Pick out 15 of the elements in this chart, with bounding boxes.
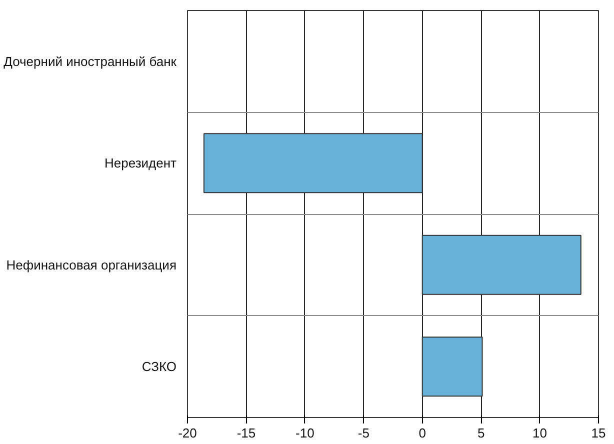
x-tick-label: 5 bbox=[477, 426, 485, 440]
x-tick-label: 15 bbox=[591, 426, 606, 440]
x-tick-label: 10 bbox=[532, 426, 548, 440]
x-tick-label: 0 bbox=[418, 426, 426, 440]
bar bbox=[422, 234, 582, 295]
bar bbox=[203, 133, 423, 194]
y-tick-label: Нефинансовая организация bbox=[6, 257, 177, 272]
x-tick-label: -15 bbox=[236, 426, 256, 440]
bar bbox=[422, 336, 483, 397]
y-tick-label: Нерезидент bbox=[104, 156, 177, 171]
x-tick-label: -5 bbox=[358, 426, 370, 440]
y-tick-label: СЗКО bbox=[142, 359, 177, 374]
x-tick-label: -10 bbox=[296, 426, 314, 440]
x-tick-label: -20 bbox=[178, 426, 197, 440]
y-tick-label: Дочерний иностранный банк bbox=[4, 54, 177, 69]
